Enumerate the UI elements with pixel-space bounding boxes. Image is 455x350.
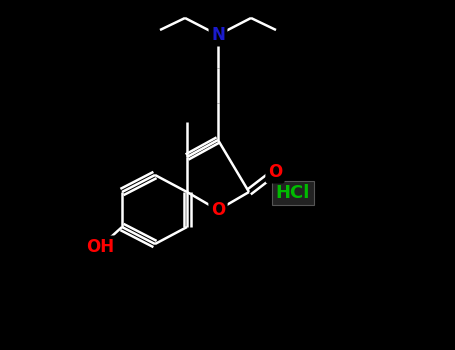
Text: N: N xyxy=(211,26,225,44)
Text: OH: OH xyxy=(86,238,114,256)
Text: O: O xyxy=(268,163,282,181)
Text: HCl: HCl xyxy=(276,184,310,202)
Text: O: O xyxy=(211,201,225,219)
FancyBboxPatch shape xyxy=(272,181,314,205)
